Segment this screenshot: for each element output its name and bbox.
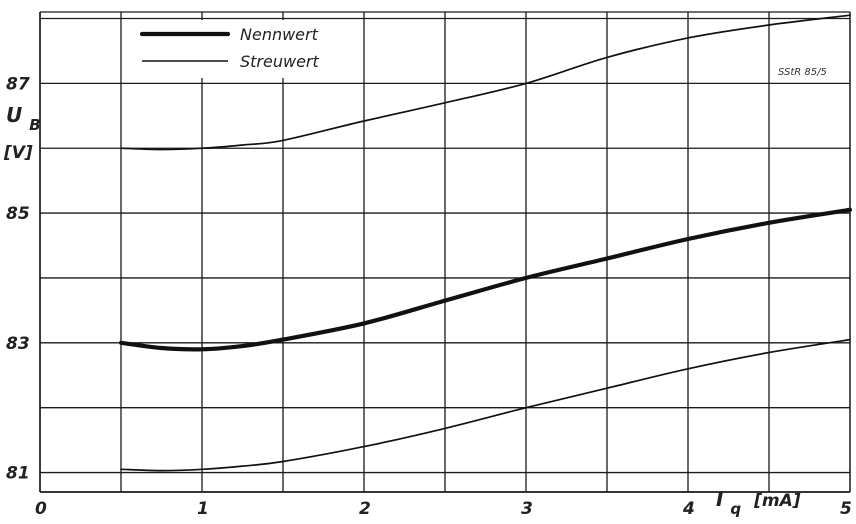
series-line-streuwert-0 [120, 14, 851, 151]
x-tick-label: 3 [521, 499, 533, 519]
x-tick-label: 4 [682, 499, 695, 519]
x-axis-unit: [mA] [753, 491, 801, 511]
x-axis-label: I q [mA] [716, 487, 801, 519]
y-axis-subscript: B [29, 116, 40, 134]
x-axis-symbol: I [716, 487, 724, 511]
x-tick-label: 1 [197, 499, 209, 519]
tick-labels: 81 83 85 87 0 1 2 3 4 5 [6, 74, 852, 519]
x-tick-label: 2 [359, 499, 371, 519]
x-tick-label: 5 [840, 499, 852, 519]
legend: Nennwert Streuwert [124, 20, 346, 78]
y-axis-symbol: U [6, 103, 22, 127]
legend-background [124, 20, 346, 78]
y-axis-unit: [V] [3, 143, 33, 163]
figure-annotation: SStR 85/5 [778, 67, 827, 78]
x-axis-subscript: q [730, 500, 741, 518]
y-tick-label: 87 [6, 74, 30, 94]
series-lines [118, 14, 853, 472]
y-tick-label: 81 [6, 464, 30, 484]
y-tick-label: 85 [6, 204, 30, 224]
legend-label-nennwert: Nennwert [240, 25, 319, 44]
series-line-streuwert-2 [120, 338, 851, 472]
legend-label-streuwert: Streuwert [240, 52, 320, 71]
y-axis-label: U B [6, 103, 41, 134]
grid [39, 11, 851, 493]
series-line-nennwert-1 [118, 207, 853, 352]
x-tick-label: 0 [35, 499, 47, 519]
y-tick-label: 83 [6, 334, 30, 354]
